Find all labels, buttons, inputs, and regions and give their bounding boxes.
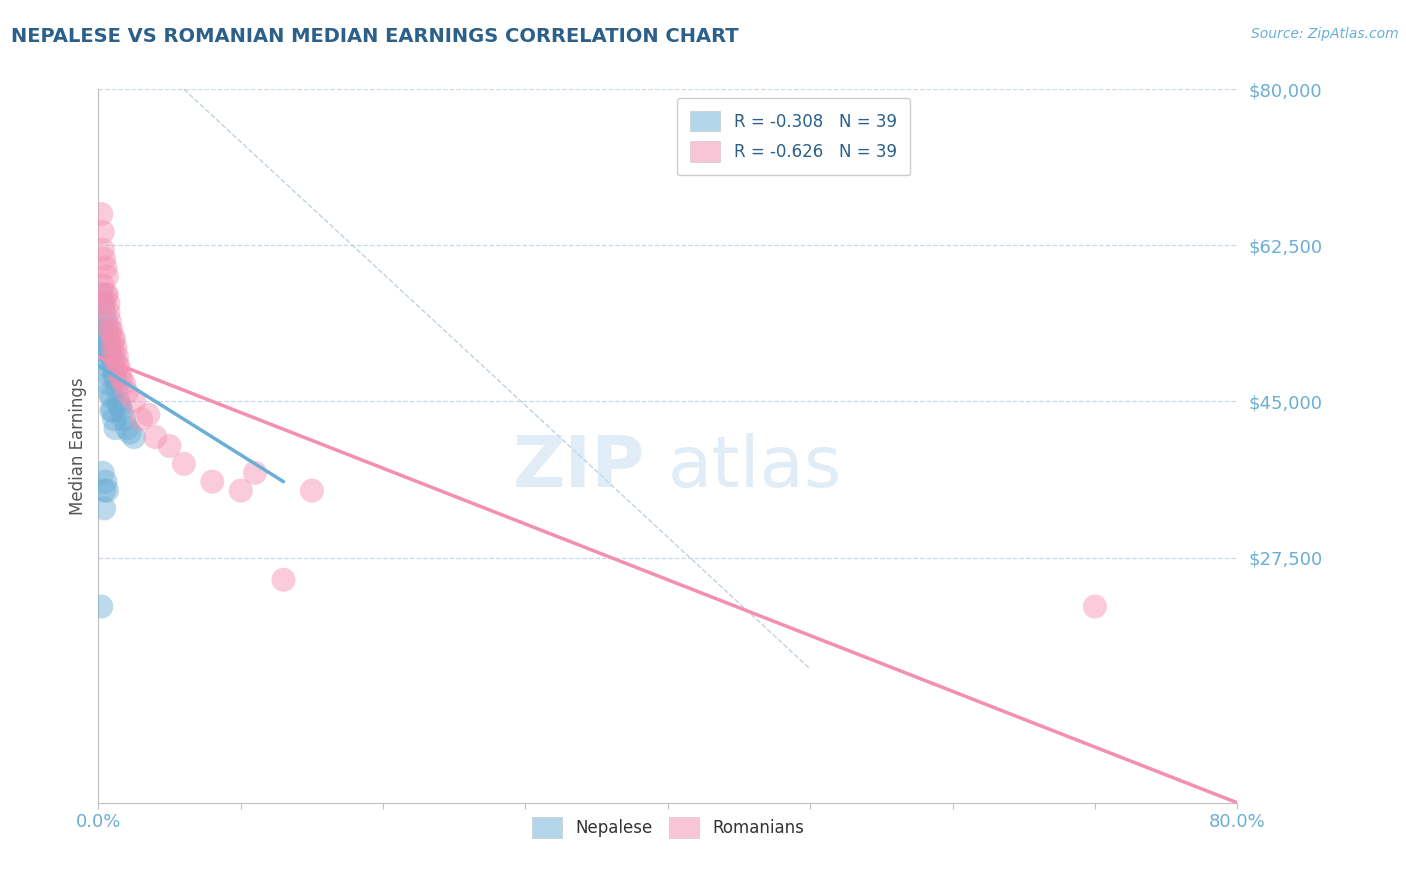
Point xyxy=(115,421,138,435)
Point xyxy=(129,412,152,426)
Point xyxy=(93,252,115,266)
Point xyxy=(94,314,117,328)
Point xyxy=(98,385,121,400)
Point xyxy=(107,359,129,373)
Point xyxy=(96,269,118,284)
Point xyxy=(97,305,120,319)
Point xyxy=(98,323,121,337)
Point xyxy=(100,403,122,417)
Text: NEPALESE VS ROMANIAN MEDIAN EARNINGS CORRELATION CHART: NEPALESE VS ROMANIAN MEDIAN EARNINGS COR… xyxy=(11,27,740,45)
Point xyxy=(229,483,252,498)
Point xyxy=(97,296,120,310)
Point xyxy=(173,457,195,471)
Point xyxy=(108,368,131,382)
Point xyxy=(103,350,125,364)
Point xyxy=(90,287,112,301)
Point xyxy=(96,483,118,498)
Y-axis label: Median Earnings: Median Earnings xyxy=(69,377,87,515)
Point xyxy=(105,350,128,364)
Point xyxy=(90,599,112,614)
Point xyxy=(93,501,115,516)
Point xyxy=(105,381,128,395)
Point xyxy=(101,332,124,346)
Point xyxy=(101,341,124,355)
Point xyxy=(301,483,323,498)
Point xyxy=(93,296,115,310)
Point xyxy=(136,408,159,422)
Point xyxy=(101,403,124,417)
Point xyxy=(91,278,114,293)
Point xyxy=(103,332,125,346)
Point xyxy=(96,359,118,373)
Point xyxy=(118,425,141,440)
Point xyxy=(104,341,127,355)
Point xyxy=(94,350,117,364)
Text: ZIP: ZIP xyxy=(513,433,645,502)
Point xyxy=(90,207,112,221)
Point xyxy=(93,305,115,319)
Point xyxy=(104,421,127,435)
Point xyxy=(98,341,121,355)
Point xyxy=(122,430,145,444)
Point xyxy=(145,430,167,444)
Point xyxy=(96,287,118,301)
Point xyxy=(91,225,114,239)
Point xyxy=(273,573,295,587)
Point xyxy=(115,385,138,400)
Point xyxy=(94,341,117,355)
Point xyxy=(103,412,125,426)
Point xyxy=(112,412,135,426)
Point xyxy=(1084,599,1107,614)
Point xyxy=(104,372,127,386)
Point xyxy=(97,332,120,346)
Text: atlas: atlas xyxy=(668,433,842,502)
Point xyxy=(110,372,132,386)
Point xyxy=(96,323,118,337)
Point xyxy=(94,260,117,275)
Point xyxy=(100,350,122,364)
Point xyxy=(112,376,135,391)
Point xyxy=(122,394,145,409)
Point xyxy=(96,345,118,359)
Point xyxy=(100,390,122,404)
Point xyxy=(97,368,120,382)
Point xyxy=(91,323,114,337)
Point xyxy=(107,394,129,409)
Text: Source: ZipAtlas.com: Source: ZipAtlas.com xyxy=(1251,27,1399,41)
Point xyxy=(93,483,115,498)
Point xyxy=(101,359,124,373)
Point xyxy=(110,403,132,417)
Point xyxy=(103,368,125,382)
Point xyxy=(94,475,117,489)
Point xyxy=(93,332,115,346)
Point xyxy=(91,243,114,257)
Point xyxy=(159,439,181,453)
Point xyxy=(97,376,120,391)
Point xyxy=(108,399,131,413)
Point xyxy=(91,296,114,310)
Point xyxy=(105,359,128,373)
Point xyxy=(91,466,114,480)
Point xyxy=(100,323,122,337)
Point xyxy=(243,466,266,480)
Point xyxy=(94,287,117,301)
Legend: Nepalese, Romanians: Nepalese, Romanians xyxy=(524,811,811,845)
Point xyxy=(201,475,224,489)
Point xyxy=(98,314,121,328)
